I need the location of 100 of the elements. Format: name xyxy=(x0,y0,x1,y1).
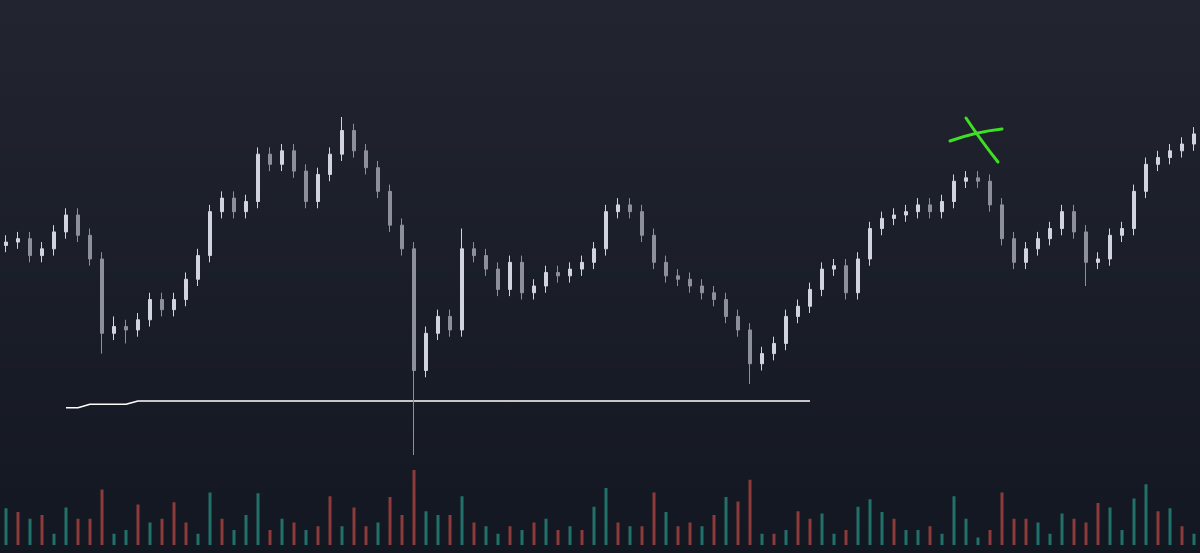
candlestick xyxy=(16,231,20,250)
bar xyxy=(4,508,8,545)
bar xyxy=(1144,484,1148,545)
bar xyxy=(856,506,860,545)
candlestick xyxy=(172,292,176,317)
bar xyxy=(424,511,428,545)
candlestick xyxy=(664,255,668,284)
candlestick xyxy=(1156,150,1160,172)
candlestick xyxy=(940,194,944,219)
candlestick xyxy=(532,278,536,301)
bar xyxy=(904,530,908,545)
bar xyxy=(568,526,572,545)
bar xyxy=(868,499,872,545)
bar xyxy=(1168,508,1172,545)
candlestick xyxy=(952,173,956,209)
bar xyxy=(1024,518,1028,545)
candlestick xyxy=(292,143,296,179)
bar xyxy=(76,518,80,545)
bar xyxy=(364,526,368,545)
candlestick xyxy=(700,278,704,301)
candlestick xyxy=(472,241,476,263)
bar xyxy=(64,507,68,545)
bar xyxy=(640,526,644,545)
candlestick xyxy=(676,268,680,287)
candlestick xyxy=(1120,221,1124,243)
bar xyxy=(160,518,164,545)
candlestick xyxy=(340,116,344,162)
candlestick xyxy=(124,319,128,344)
bar xyxy=(1096,503,1100,545)
candlestick xyxy=(544,265,548,294)
candlestick xyxy=(1072,204,1076,240)
bar xyxy=(484,526,488,545)
candlestick xyxy=(460,228,464,338)
bar xyxy=(52,533,56,545)
bar xyxy=(844,530,848,545)
candlestick xyxy=(904,204,908,223)
bar xyxy=(820,513,824,545)
bar xyxy=(172,502,176,545)
bar xyxy=(1156,511,1160,545)
candlestick xyxy=(832,258,836,277)
candlestick xyxy=(316,167,320,209)
bar xyxy=(772,533,776,545)
bar xyxy=(664,512,668,545)
candlestick xyxy=(496,261,500,297)
bar xyxy=(268,530,272,545)
bar xyxy=(1084,522,1088,545)
bar xyxy=(1000,492,1004,545)
bar xyxy=(1012,518,1016,545)
candlestick xyxy=(568,261,572,284)
candlestick xyxy=(616,197,620,219)
candlestick xyxy=(148,292,152,328)
candlestick xyxy=(304,163,308,209)
bar xyxy=(448,515,452,545)
bar xyxy=(280,518,284,545)
bar xyxy=(508,526,512,545)
candlestick xyxy=(40,241,44,263)
bar xyxy=(760,533,764,545)
candlestick xyxy=(892,207,896,226)
candlestick xyxy=(232,190,236,219)
candlestick xyxy=(484,248,488,277)
candlestick xyxy=(220,190,224,219)
bar xyxy=(1072,518,1076,545)
bar xyxy=(676,526,680,545)
candlestick xyxy=(1108,228,1112,267)
candlestick xyxy=(1084,224,1088,287)
candlestick xyxy=(1180,136,1184,159)
bar xyxy=(688,522,692,545)
candlestick xyxy=(988,173,992,213)
candlestick xyxy=(64,207,68,240)
candlestick xyxy=(1096,251,1100,270)
bar xyxy=(976,537,980,545)
candlestick xyxy=(388,184,392,233)
candlestick xyxy=(28,231,32,263)
candlestick xyxy=(796,299,800,324)
candlestick xyxy=(724,292,728,324)
candlestick xyxy=(760,346,764,371)
candlestick xyxy=(592,241,596,270)
candlestick xyxy=(736,309,740,338)
bar xyxy=(112,533,116,545)
candlestick xyxy=(880,211,884,236)
candlestick xyxy=(160,292,164,317)
bar xyxy=(472,522,476,545)
candlestick xyxy=(256,146,260,209)
bar xyxy=(796,511,800,545)
candlestick xyxy=(244,194,248,219)
bar xyxy=(652,492,656,545)
bar xyxy=(40,515,44,545)
candlestick xyxy=(580,255,584,277)
candlestick xyxy=(1048,221,1052,246)
candlestick xyxy=(820,261,824,297)
bar xyxy=(784,530,788,545)
bar xyxy=(712,515,716,545)
bar xyxy=(220,518,224,545)
bar xyxy=(832,533,836,545)
candlestick xyxy=(76,207,80,243)
bar xyxy=(1108,507,1112,545)
bar xyxy=(1132,498,1136,545)
bar xyxy=(136,504,140,545)
candlestick xyxy=(1132,184,1136,236)
candlestick xyxy=(136,312,140,338)
